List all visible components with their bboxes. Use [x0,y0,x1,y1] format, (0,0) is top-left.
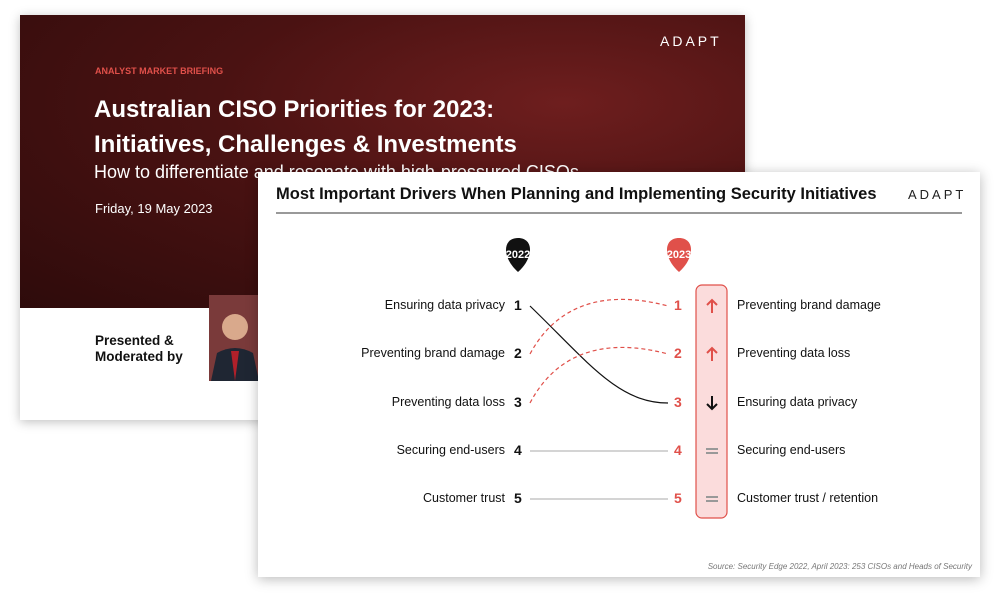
row-label: Customer trust / retention [737,491,879,505]
rank: 1 [674,297,682,313]
rank: 3 [514,394,522,410]
change-icons [706,298,718,502]
rank: 1 [514,297,522,313]
source: Source: Security Edge 2022, April 2023: … [707,562,972,571]
row-label: Preventing brand damage [361,346,505,360]
date: Friday, 19 May 2023 [95,201,213,216]
front-slide: Most Important Drivers When Planning and… [258,172,980,577]
diagram [276,212,962,519]
logo: ADAPT [660,33,722,49]
presenter-line: Moderated by [95,349,183,364]
row-label: Preventing data loss [737,346,851,360]
row-label: Preventing data loss [391,395,505,409]
row-label: Ensuring data privacy [737,395,858,409]
connector [529,305,669,404]
presenter-photo [209,295,261,381]
row-label: Ensuring data privacy [384,298,505,312]
rank: 2 [514,345,522,361]
connector [529,298,669,355]
year-label: 2023 [666,249,692,261]
rank: 5 [674,490,682,506]
rank: 3 [674,394,682,410]
year-pin [506,238,530,272]
rank: 5 [514,490,522,506]
row-label: Securing end-users [737,443,846,457]
title-line: Initiatives, Challenges & Investments [94,131,517,158]
slide-title: Most Important Drivers When Planning and… [276,185,877,203]
presenter-line: Presented & [95,333,174,348]
year-pin [667,238,691,272]
logo: ADAPT [908,187,967,202]
title-line: Australian CISO Priorities for 2023: [94,96,495,123]
rank: 2 [674,345,682,361]
row-label: Customer trust [423,491,505,505]
rank: 4 [674,442,682,458]
row-label: Securing end-users [396,443,505,457]
row-label: Preventing brand damage [737,298,881,312]
connector [529,346,669,404]
rank: 4 [514,442,522,458]
year-label: 2022 [505,249,531,261]
kicker: ANALYST MARKET BRIEFING [95,66,224,76]
